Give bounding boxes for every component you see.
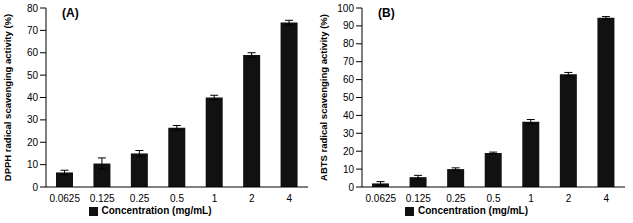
svg-text:2: 2 bbox=[566, 193, 572, 204]
svg-text:0.0625: 0.0625 bbox=[49, 193, 80, 204]
svg-text:70: 70 bbox=[343, 56, 355, 67]
svg-text:30: 30 bbox=[343, 128, 355, 139]
svg-text:20: 20 bbox=[27, 137, 39, 148]
svg-text:10: 10 bbox=[343, 164, 355, 175]
svg-text:100: 100 bbox=[337, 3, 354, 14]
svg-text:1: 1 bbox=[212, 193, 218, 204]
svg-text:10: 10 bbox=[27, 159, 39, 170]
svg-text:4: 4 bbox=[287, 193, 293, 204]
svg-text:20: 20 bbox=[343, 146, 355, 157]
svg-text:0.0625: 0.0625 bbox=[365, 193, 396, 204]
svg-text:4: 4 bbox=[603, 193, 609, 204]
svg-text:ABTS radical scavenging activi: ABTS radical scavenging activity (%) bbox=[318, 14, 329, 181]
svg-text:50: 50 bbox=[343, 92, 355, 103]
svg-text:0.25: 0.25 bbox=[446, 193, 466, 204]
svg-text:40: 40 bbox=[27, 92, 39, 103]
svg-text:30: 30 bbox=[27, 114, 39, 125]
svg-text:60: 60 bbox=[343, 74, 355, 85]
svg-text:70: 70 bbox=[27, 25, 39, 36]
svg-text:90: 90 bbox=[343, 20, 355, 31]
svg-text:2: 2 bbox=[249, 193, 255, 204]
html-text:(A): (A) bbox=[62, 6, 79, 20]
svg-text:0: 0 bbox=[32, 182, 38, 193]
svg-text:50: 50 bbox=[27, 70, 39, 81]
svg-text:60: 60 bbox=[27, 47, 39, 58]
html-text:Concentration (mg/mL): Concentration (mg/mL) bbox=[101, 205, 212, 216]
svg-text:80: 80 bbox=[27, 3, 39, 14]
svg-text:0.125: 0.125 bbox=[406, 193, 431, 204]
svg-text:80: 80 bbox=[343, 38, 355, 49]
svg-text:DPPH radical scavenging activi: DPPH radical scavenging activity (%) bbox=[8, 14, 13, 181]
svg-text:40: 40 bbox=[343, 110, 355, 121]
svg-text:0.25: 0.25 bbox=[130, 193, 150, 204]
svg-text:0.5: 0.5 bbox=[487, 193, 501, 204]
svg-text:1: 1 bbox=[528, 193, 534, 204]
svg-text:0: 0 bbox=[348, 182, 354, 193]
html-text:Concentration (mg/mL): Concentration (mg/mL) bbox=[418, 205, 528, 216]
svg-text:0.125: 0.125 bbox=[90, 193, 115, 204]
svg-text:0.5: 0.5 bbox=[170, 193, 184, 204]
html-text:(B): (B) bbox=[378, 6, 395, 20]
